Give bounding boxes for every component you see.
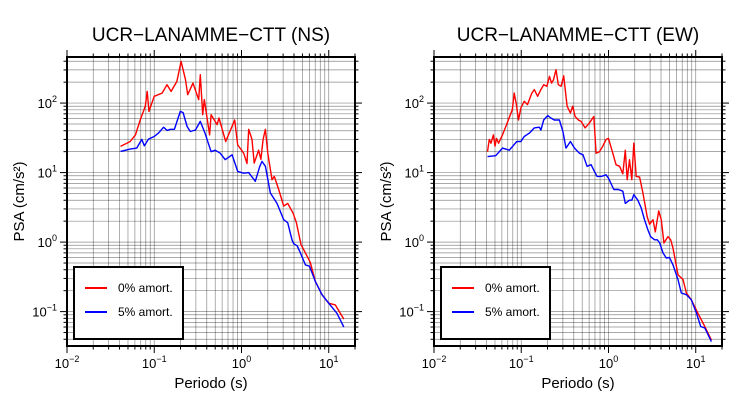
- chart-title: UCR−LANAMME−CTT (EW): [457, 25, 699, 46]
- legend: 0% amort. 5% amort.: [440, 266, 551, 340]
- series-line-0pct-damping: [120, 60, 345, 320]
- tick-exponent: 2: [419, 94, 424, 104]
- x-tick-label: 101: [686, 354, 705, 371]
- tick-exponent: 1: [333, 354, 338, 364]
- tick-base: 10: [142, 356, 156, 371]
- y-tick-label: 101: [405, 164, 424, 181]
- series-line-0pct-damping: [486, 69, 713, 341]
- tick-exponent: 1: [419, 164, 424, 174]
- x-tick-label: 100: [599, 354, 618, 371]
- tick-exponent: −1: [523, 354, 533, 364]
- tick-exponent: 0: [419, 233, 424, 243]
- tick-base: 10: [599, 356, 613, 371]
- y-tick-label: 10−1: [32, 303, 57, 320]
- tick-exponent: −2: [69, 354, 79, 364]
- tick-exponent: −1: [414, 303, 424, 313]
- tick-exponent: 0: [246, 354, 251, 364]
- tick-base: 10: [38, 166, 52, 181]
- tick-exponent: 2: [52, 94, 57, 104]
- tick-base: 10: [399, 305, 413, 320]
- legend-box: [440, 266, 551, 340]
- tick-base: 10: [405, 235, 419, 250]
- x-tick-label: 10−1: [142, 354, 167, 371]
- tick-exponent: 0: [613, 354, 618, 364]
- chart-title: UCR−LANAMME−CTT (NS): [92, 25, 330, 46]
- x-axis-label: Periodo (s): [174, 375, 247, 392]
- tick-exponent: 0: [52, 233, 57, 243]
- tick-base: 10: [405, 166, 419, 181]
- y-axis-label: PSA (cm/s²): [11, 161, 28, 241]
- legend: 0% amort. 5% amort.: [73, 266, 184, 340]
- grid-lines: [60, 50, 362, 353]
- series-line-5pct-damping: [487, 114, 713, 342]
- tick-base: 10: [509, 356, 523, 371]
- y-tick-label: 102: [38, 94, 57, 111]
- x-tick-label: 10−1: [509, 354, 534, 371]
- panel-ew: UCR−LANAMME−CTT (EW)10−2 10−1 100 10110−110…: [378, 25, 729, 392]
- tick-exponent: −1: [156, 354, 166, 364]
- x-tick-label: 10−2: [422, 354, 447, 371]
- y-tick-label: 102: [405, 94, 424, 111]
- x-tick-label: 101: [319, 354, 338, 371]
- tick-exponent: 1: [700, 354, 705, 364]
- x-tick-label: 10−2: [55, 354, 80, 371]
- series-line-5pct-damping: [120, 110, 345, 328]
- y-tick-label: 10−1: [399, 303, 424, 320]
- tick-base: 10: [422, 356, 436, 371]
- plot-frame: [433, 56, 723, 347]
- y-axis-label: PSA (cm/s²): [378, 161, 395, 241]
- legend-label: 0% amort.: [485, 281, 540, 295]
- tick-base: 10: [38, 96, 52, 111]
- tick-exponent: 1: [52, 164, 57, 174]
- tick-base: 10: [405, 96, 419, 111]
- y-tick-label: 100: [405, 233, 424, 250]
- x-tick-label: 100: [232, 354, 251, 371]
- tick-base: 10: [55, 356, 69, 371]
- legend-label: 5% amort.: [485, 305, 540, 319]
- plot-frame: [66, 56, 356, 347]
- tick-exponent: −1: [47, 303, 57, 313]
- tick-base: 10: [32, 305, 46, 320]
- tick-exponent: −2: [436, 354, 446, 364]
- panel-ns: UCR−LANAMME−CTT (NS)10−2 10−1 100 10110−110…: [11, 25, 362, 392]
- y-tick-label: 101: [38, 164, 57, 181]
- tick-base: 10: [319, 356, 333, 371]
- tick-base: 10: [686, 356, 700, 371]
- tick-base: 10: [232, 356, 246, 371]
- x-axis-label: Periodo (s): [541, 375, 614, 392]
- y-tick-label: 100: [38, 233, 57, 250]
- legend-box: [73, 266, 184, 340]
- legend-label: 5% amort.: [118, 305, 173, 319]
- tick-base: 10: [38, 235, 52, 250]
- legend-label: 0% amort.: [118, 281, 173, 295]
